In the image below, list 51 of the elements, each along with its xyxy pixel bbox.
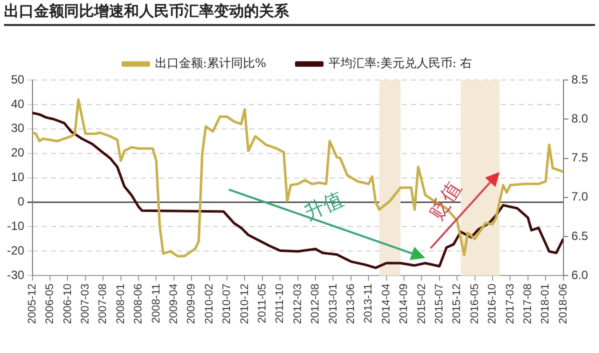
x-tick-label: 2007-03: [79, 284, 92, 324]
annotation: 升值: [300, 186, 347, 225]
x-tick-label: 2008-11: [150, 284, 162, 324]
x-tick-label: 2011-05: [256, 284, 268, 324]
x-tick-label: 2010-12: [238, 284, 251, 324]
y-tick-label: 30: [10, 121, 25, 136]
x-tick-label: 2011-10: [274, 284, 286, 324]
y-tick-label: 0: [18, 194, 25, 209]
x-tick-label: 2017-08: [522, 284, 534, 324]
x-tick-label: 2010-02: [203, 284, 216, 324]
y2-tick-label: 6.5: [571, 228, 588, 243]
x-tick-label: 2008-01: [114, 284, 127, 324]
x-tick-label: 2016-10: [486, 284, 499, 324]
x-tick-label: 2005-12: [26, 284, 38, 324]
x-tick-label: 2013-01: [327, 284, 340, 324]
x-tick-label: 2017-03: [504, 284, 516, 324]
x-tick-label: 2006-05: [44, 284, 56, 324]
y-tick-label: 10: [10, 170, 25, 184]
annotation: 贬值: [424, 177, 466, 224]
legend-label: 平均汇率:美元兑人民币: 右: [328, 56, 472, 70]
x-tick-label: 2018-06: [557, 284, 570, 324]
y2-tick-label: 8.0: [571, 111, 588, 126]
x-tick-label: 2014-04: [380, 284, 392, 324]
chart-title: 出口金额同比增速和人民币汇率变动的关系: [4, 2, 595, 26]
legend-label: 出口金额:累计同比%: [154, 56, 266, 70]
x-tick-label: 2010-07: [221, 284, 234, 324]
x-tick-label: 2013-06: [344, 284, 357, 324]
y2-tick-label: 7.0: [571, 190, 588, 204]
x-tick-label: 2008-06: [132, 284, 145, 324]
x-tick-label: 2009-04: [168, 284, 180, 324]
x-tick-label: 2014-09: [398, 284, 410, 324]
x-tick-label: 2015-07: [433, 284, 446, 324]
x-tick-label: 2018-01: [540, 284, 552, 324]
y2-tick-label: 8.5: [571, 72, 588, 86]
y2-tick-label: 7.5: [571, 150, 588, 165]
x-tick-label: 2016-05: [468, 284, 481, 324]
x-tick-label: 2007-08: [97, 284, 110, 324]
x-tick-label: 2012-03: [292, 284, 304, 324]
x-tick-label: 2009-09: [186, 284, 198, 324]
y-tick-label: -10: [7, 219, 25, 234]
x-tick-label: 2015-12: [451, 284, 464, 324]
y-tick-label: -20: [7, 243, 25, 258]
x-tick-label: 2015-02: [416, 284, 428, 324]
y-tick-label: 50: [10, 72, 25, 86]
x-tick-label: 2012-08: [310, 284, 322, 324]
y-tick-label: 20: [10, 146, 25, 160]
x-tick-label: 2013-11: [362, 284, 375, 324]
x-tick-label: 2006-10: [62, 284, 74, 324]
y2-tick-label: 6.0: [571, 268, 588, 282]
y-tick-label: -30: [7, 268, 25, 282]
y-tick-label: 40: [10, 96, 25, 111]
